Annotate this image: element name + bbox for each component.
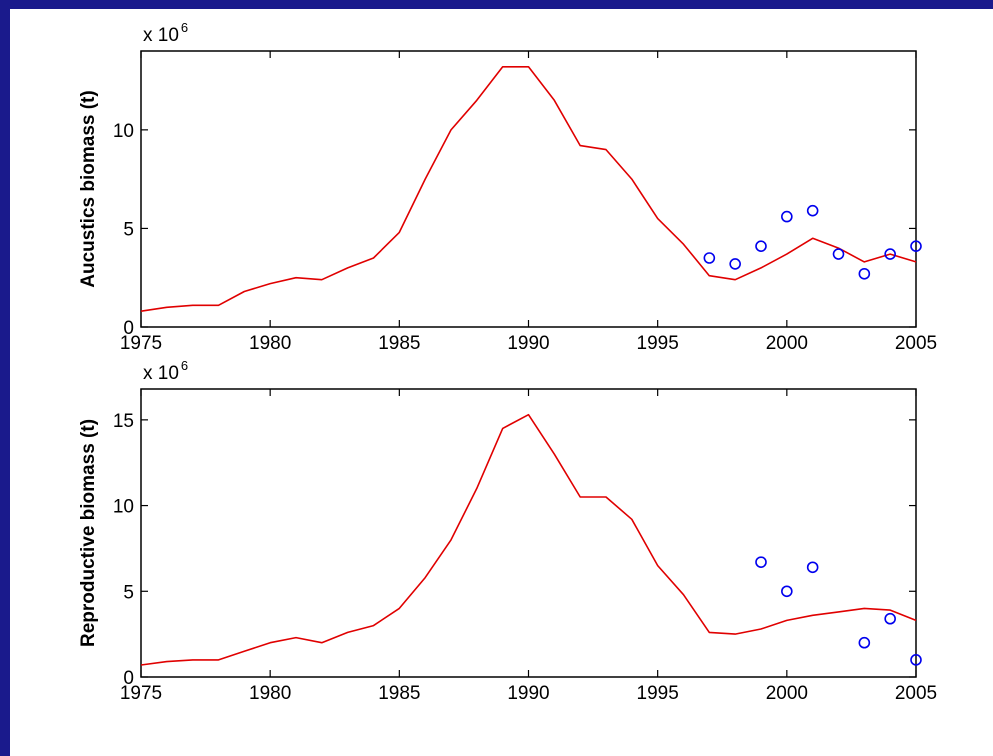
y-tick-label: 10 (113, 497, 134, 518)
x-tick-label: 2000 (766, 333, 808, 354)
observed-point (858, 636, 871, 649)
axis-multiplier-base: x 10 (143, 363, 179, 384)
observed-point (806, 561, 819, 574)
y-tick-label: 0 (123, 318, 134, 339)
chart-panel-2: 1975 1980 1985 1990 1995 2000 2005 0 5 10 15 x 10 6 R… (78, 358, 937, 704)
x-tick-label: 1990 (507, 683, 549, 704)
figure-slide: 1975 1980 1985 1990 1995 2000 2005 0 5 10 x 10 6 Auc… (10, 9, 993, 756)
observed-point (884, 248, 896, 260)
model-line-series (140, 65, 917, 312)
observed-point (781, 210, 793, 223)
observed-point (832, 248, 845, 260)
observed-point (910, 240, 922, 252)
y-tick-label: 15 (113, 411, 134, 432)
axis-multiplier: x 10 6 (143, 358, 188, 384)
x-tick-label: 1980 (249, 683, 291, 704)
y-axis-label: Aucustics biomass (t) (78, 90, 99, 287)
x-tick-label: 1975 (120, 683, 162, 704)
axis-multiplier-exponent: 6 (181, 358, 188, 373)
y-tick-label: 0 (123, 668, 134, 689)
y-tick-label: 5 (123, 582, 134, 603)
x-tick-label: 1975 (120, 333, 162, 354)
model-line-series (140, 413, 917, 666)
x-tick-label: 2005 (895, 683, 937, 704)
y-axis-label: Reproductive biomass (t) (78, 419, 99, 647)
observed-point (884, 612, 896, 625)
chart-panel-1: 1975 1980 1985 1990 1995 2000 2005 0 5 10 x 10 6 Auc… (78, 20, 937, 354)
observed-point (910, 654, 922, 666)
x-tick-label: 2000 (766, 683, 808, 704)
observed-point (755, 240, 767, 252)
y-tick-label: 10 (113, 121, 134, 142)
observed-point (806, 204, 819, 217)
observed-point (858, 267, 871, 280)
axis-multiplier-exponent: 6 (181, 20, 188, 35)
x-tick-label: 1990 (507, 333, 549, 354)
observed-point (781, 585, 793, 598)
axis-multiplier: x 10 6 (143, 20, 188, 46)
x-tick-label: 1995 (637, 333, 679, 354)
observed-point (755, 556, 767, 568)
plot-frame (140, 50, 917, 328)
x-tick-label: 1980 (249, 333, 291, 354)
x-tick-label: 2005 (895, 333, 937, 354)
observed-point (729, 258, 741, 270)
observed-point (703, 252, 716, 264)
plot-frame (140, 388, 917, 678)
x-tick-label: 1985 (378, 683, 420, 704)
axis-multiplier-base: x 10 (143, 25, 179, 46)
x-tick-label: 1995 (637, 683, 679, 704)
y-tick-label: 5 (123, 219, 134, 240)
x-tick-label: 1985 (378, 333, 420, 354)
